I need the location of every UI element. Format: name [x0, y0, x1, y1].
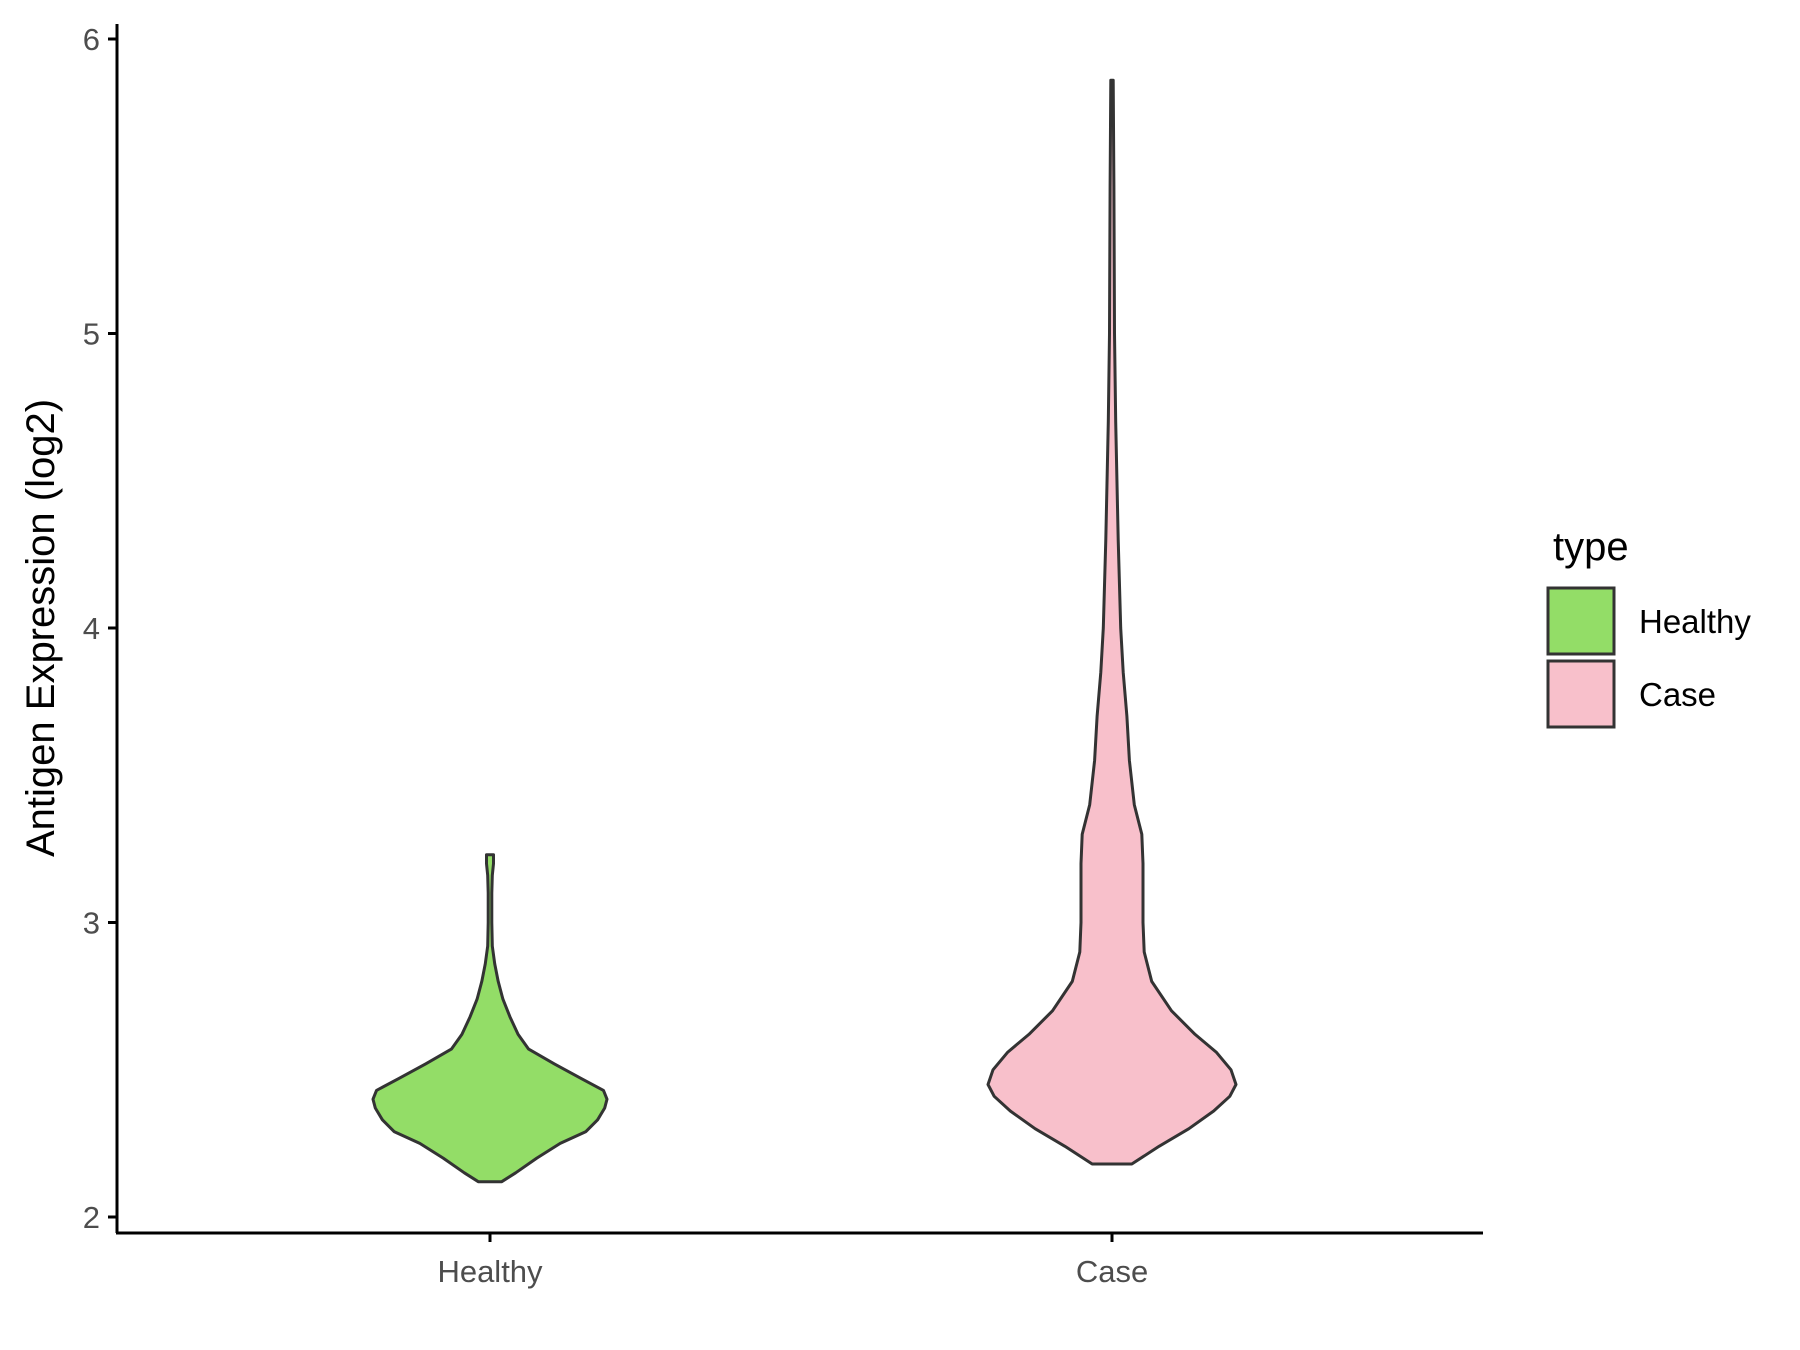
- y-tick-label: 4: [83, 611, 100, 646]
- axes-layer: [115, 24, 1483, 1235]
- y-tick-label: 3: [83, 906, 100, 941]
- legend-swatch-case: [1546, 659, 1616, 729]
- violin-case: [986, 78, 1238, 1166]
- x-tick-label-case: Case: [1076, 1254, 1148, 1289]
- legend-label-case: Case: [1639, 676, 1716, 713]
- y-tick-label: 5: [83, 317, 100, 352]
- y-tick-label: 6: [83, 22, 100, 57]
- violins-layer: [371, 78, 1238, 1184]
- legend-swatch-healthy: [1546, 586, 1616, 656]
- legend: type Healthy Case: [1546, 525, 1751, 729]
- y-tick-label: 2: [83, 1200, 100, 1235]
- x-ticks: Healthy Case: [437, 1233, 1148, 1289]
- y-ticks: 2 3 4 5 6: [83, 22, 117, 1235]
- x-tick-label-healthy: Healthy: [437, 1254, 543, 1289]
- y-axis-title: Antigen Expression (log2): [19, 399, 63, 857]
- legend-entries: Healthy Case: [1546, 586, 1751, 729]
- legend-title: type: [1553, 525, 1629, 569]
- legend-label-healthy: Healthy: [1639, 603, 1751, 640]
- violin-healthy: [371, 853, 609, 1184]
